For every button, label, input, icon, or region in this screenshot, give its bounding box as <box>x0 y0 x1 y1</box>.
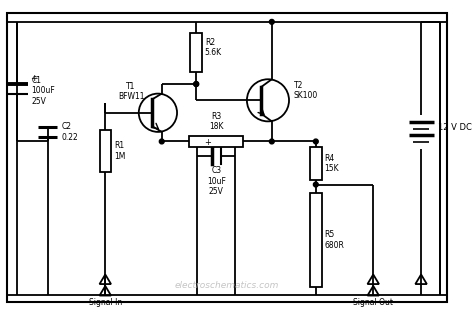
Circle shape <box>269 20 274 24</box>
Bar <box>100 130 111 172</box>
Circle shape <box>194 82 199 87</box>
Text: C2
0.22: C2 0.22 <box>61 122 78 142</box>
Text: R2
5.6K: R2 5.6K <box>205 38 222 58</box>
Circle shape <box>313 182 318 187</box>
Circle shape <box>313 139 318 144</box>
Text: T2
SK100: T2 SK100 <box>294 81 318 100</box>
Text: +: + <box>30 74 37 83</box>
Text: R4
15K: R4 15K <box>324 154 339 173</box>
Circle shape <box>194 82 199 87</box>
Text: R1
1M: R1 1M <box>114 141 125 161</box>
Bar <box>191 33 202 72</box>
Text: C3
10uF
25V: C3 10uF 25V <box>207 166 226 196</box>
Text: 12 V DC: 12 V DC <box>438 123 472 131</box>
Bar <box>190 136 243 147</box>
Text: +: + <box>204 138 210 147</box>
Text: T1
BFW11: T1 BFW11 <box>118 82 145 101</box>
Text: C1
100uF
25V: C1 100uF 25V <box>32 76 55 106</box>
Text: R3
18K: R3 18K <box>209 112 224 131</box>
Text: R5
680R: R5 680R <box>324 230 344 250</box>
FancyBboxPatch shape <box>7 13 447 302</box>
Circle shape <box>159 139 164 144</box>
Text: Signal Out: Signal Out <box>353 298 393 307</box>
Bar <box>310 147 321 180</box>
Circle shape <box>269 139 274 144</box>
Text: electroschematics.com: electroschematics.com <box>174 281 279 289</box>
Text: Signal In: Signal In <box>89 298 122 307</box>
Bar <box>310 193 321 287</box>
